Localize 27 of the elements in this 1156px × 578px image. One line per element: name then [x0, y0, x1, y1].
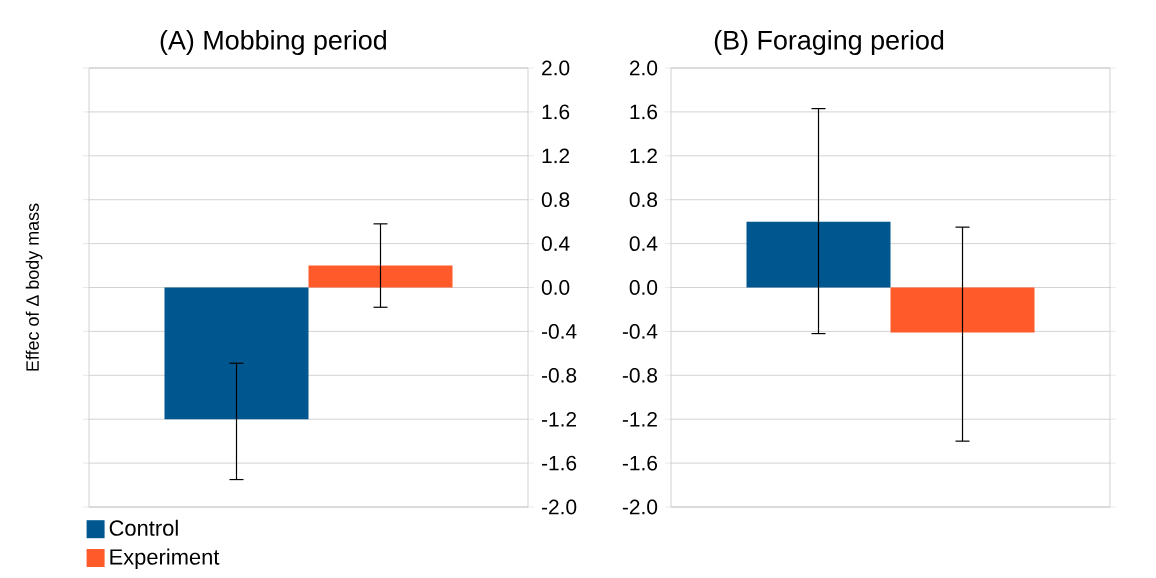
y-tick-label: -0.4: [541, 324, 577, 339]
chart-title: (A) Mobbing period: [160, 29, 386, 56]
y-tick-label: 2.0: [542, 60, 570, 76]
y-tick-label: -0.8: [541, 367, 577, 383]
y-tick-label: 0.0: [541, 280, 570, 295]
y-tick-label: 1.6: [630, 104, 658, 120]
legend-label: Experiment: [110, 548, 220, 570]
y-tick-label: -1.2: [622, 411, 657, 427]
y-axis-title: Effec of Δ body mass: [25, 203, 43, 371]
y-tick-label: 1.2: [630, 148, 657, 164]
y-tick-label: 1.6: [542, 104, 570, 120]
y-tick-label: -1.6: [541, 455, 577, 471]
legend-label: Control: [109, 519, 178, 536]
y-tick-label: 2.0: [629, 60, 658, 76]
y-tick-label: 0.4: [541, 236, 570, 252]
y-tick-label: 1.2: [542, 148, 570, 164]
y-tick-label: 0.0: [629, 280, 658, 295]
y-tick-label: -0.8: [622, 367, 658, 383]
y-tick-label: 0.8: [541, 192, 570, 208]
y-tick-label: -1.2: [541, 411, 577, 427]
y-tick-label: -2.0: [622, 499, 658, 515]
y-tick-label: -0.4: [622, 324, 658, 339]
y-tick-label: 0.4: [629, 236, 658, 252]
y-tick-label: -1.6: [622, 455, 658, 471]
chart-title: (B) Foraging period: [714, 29, 944, 56]
y-tick-label: -2.0: [541, 499, 577, 515]
y-tick-label: 0.8: [629, 192, 658, 208]
